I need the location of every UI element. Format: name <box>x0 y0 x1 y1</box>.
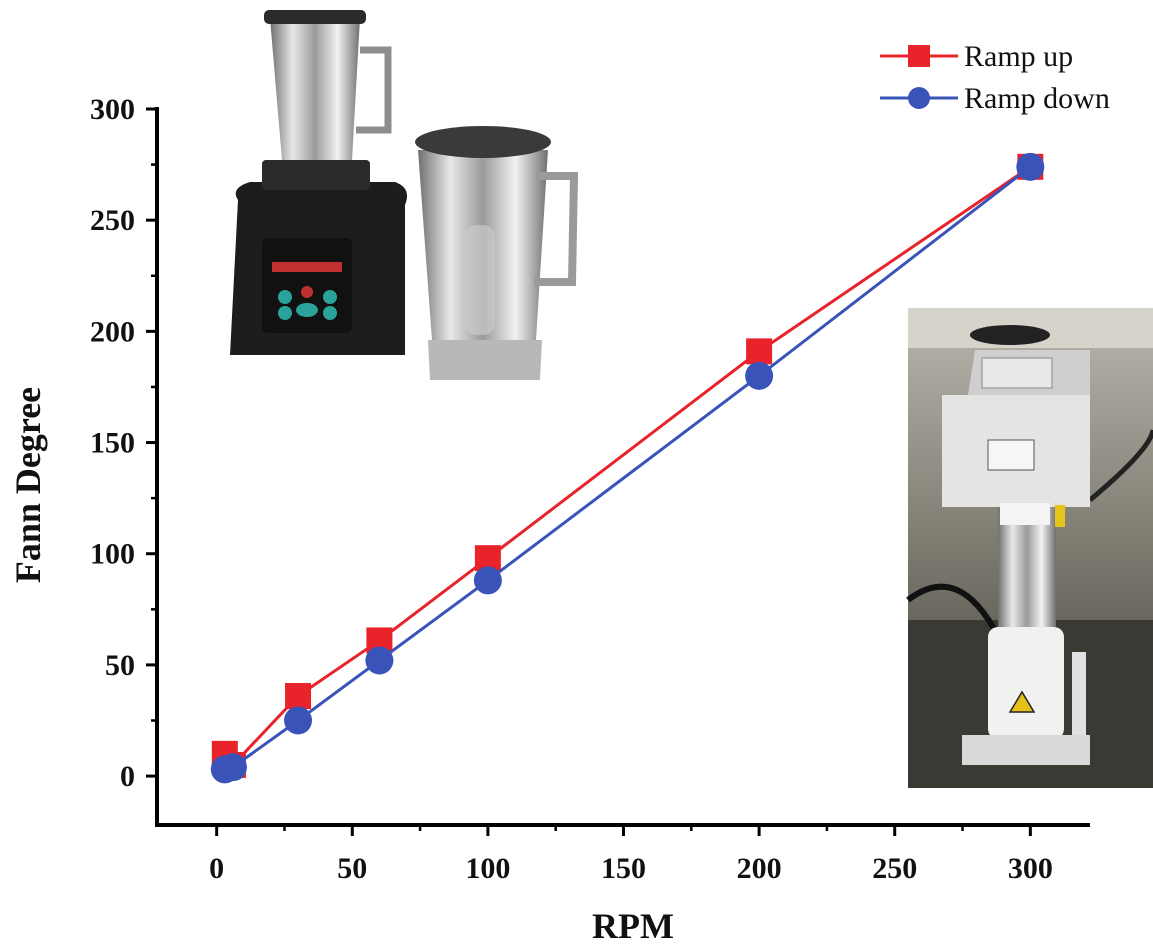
viscometer-photo <box>906 308 1153 788</box>
data-point <box>284 706 313 735</box>
data-point <box>365 646 394 675</box>
axes: 0 50 100 150 200 250 300 0 50 100 150 200 250 300 <box>90 93 1090 885</box>
legend-label: Ramp up <box>964 40 1073 73</box>
legend: Ramp up Ramp down <box>880 40 1110 115</box>
legend-marker <box>908 45 930 67</box>
x-tick-label: 300 <box>1008 852 1053 885</box>
y-axis-title: Fann Degree <box>8 387 48 583</box>
x-tick-label: 150 <box>601 852 646 885</box>
data-point <box>745 361 774 390</box>
x-tick-label: 0 <box>209 852 224 885</box>
data-point <box>473 566 502 595</box>
x-axis-title: RPM <box>592 906 674 946</box>
data-point <box>285 683 312 710</box>
y-tick-label: 0 <box>120 760 135 793</box>
legend-label: Ramp down <box>964 82 1110 115</box>
blender-photo <box>208 10 579 404</box>
y-tick-label: 100 <box>90 538 135 571</box>
plot-area <box>210 152 1045 784</box>
y-tick-label: 200 <box>90 315 135 348</box>
y-tick-label: 50 <box>105 649 135 682</box>
series-ramp-down <box>210 152 1045 784</box>
legend-marker <box>908 87 930 109</box>
x-tick-label: 250 <box>872 852 917 885</box>
data-point <box>1016 152 1045 181</box>
x-tick-label: 100 <box>465 852 510 885</box>
x-tick-label: 200 <box>737 852 782 885</box>
legend-item: Ramp down <box>880 82 1110 115</box>
legend-item: Ramp up <box>880 40 1073 73</box>
data-point <box>218 753 247 782</box>
data-point <box>746 338 773 365</box>
y-tick-label: 150 <box>90 427 135 460</box>
y-tick-label: 250 <box>90 204 135 237</box>
y-tick-label: 300 <box>90 93 135 126</box>
x-tick-label: 50 <box>337 852 367 885</box>
